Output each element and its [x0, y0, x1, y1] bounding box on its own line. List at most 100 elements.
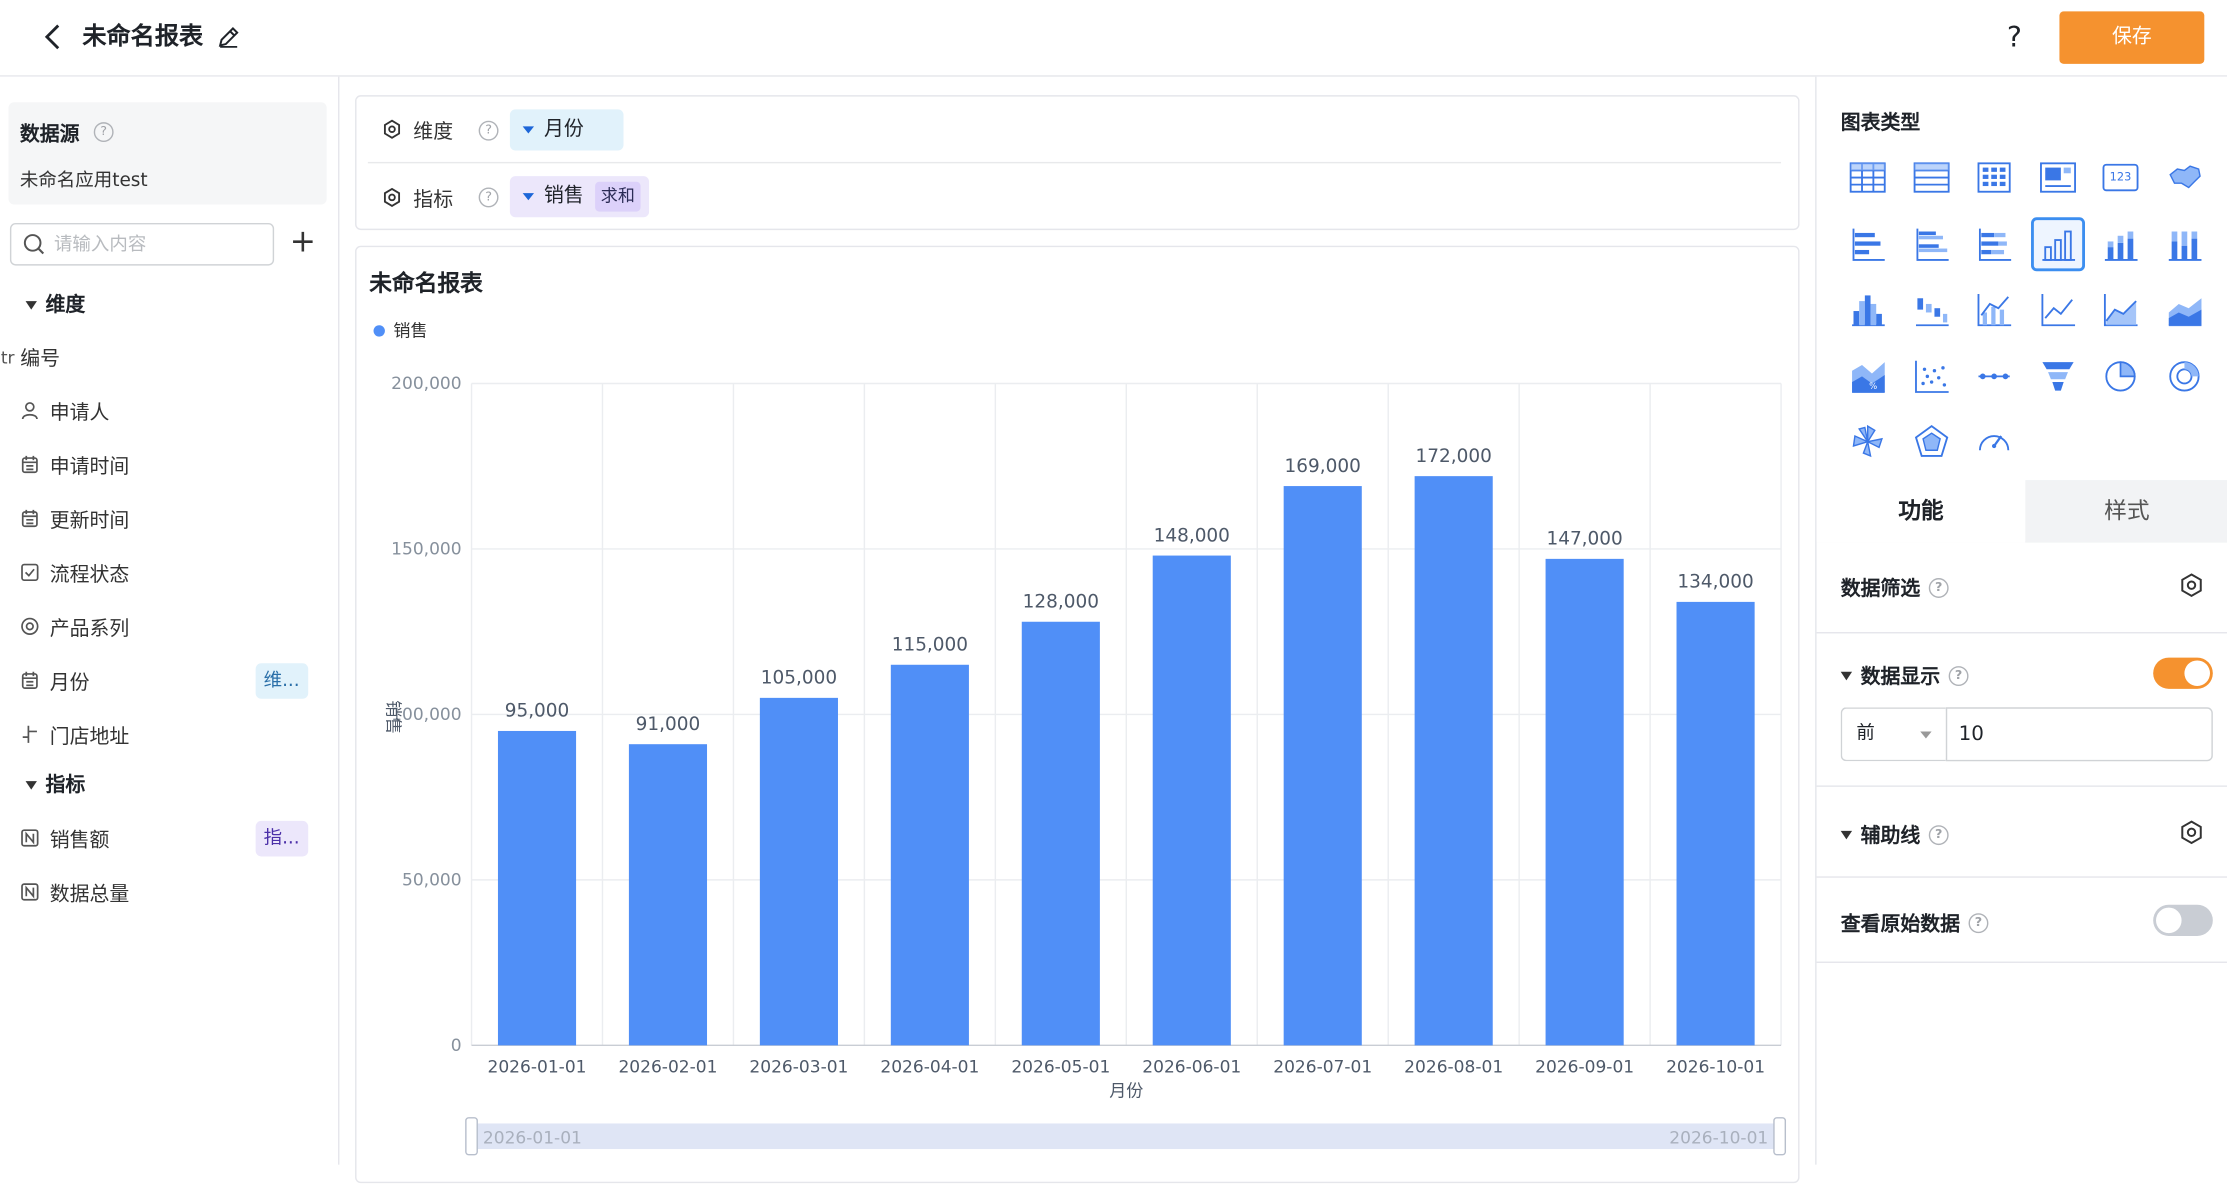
y-tick-label: 100,000 [391, 705, 461, 725]
dimension-pill[interactable]: 月份 [509, 109, 624, 151]
metric-group-header[interactable]: 指标 [25, 770, 86, 798]
x-tick-label: 2026-05-01 [1011, 1057, 1110, 1077]
raw-data-label: 查看原始数据 [1840, 913, 1961, 936]
data-display-header[interactable]: 数据显示? [1840, 662, 1969, 690]
metric-config-label: 指标 [413, 188, 454, 212]
grouped-horizontal-bar-icon[interactable] [1904, 217, 1958, 271]
aggregation-badge[interactable]: 求和 [595, 181, 641, 212]
card-table-icon[interactable] [2030, 151, 2084, 205]
scatter-icon[interactable] [1904, 349, 1958, 403]
field-item[interactable]: 申请人 [20, 395, 325, 429]
x-tick-label: 2026-02-01 [618, 1057, 717, 1077]
horizontal-bar-icon[interactable] [1841, 217, 1895, 271]
waterfall-icon[interactable] [1904, 283, 1958, 337]
histogram-icon[interactable] [1841, 283, 1895, 337]
table-icon[interactable] [1841, 151, 1895, 205]
field-item[interactable]: 流程状态 [20, 557, 325, 591]
question-icon[interactable]: ? [93, 122, 114, 143]
question-icon[interactable]: ? [1968, 913, 1989, 934]
svg-text:123: 123 [2110, 169, 2132, 183]
field-label: 更新时间 [49, 509, 130, 533]
save-button[interactable]: 保存 [2059, 11, 2205, 64]
stacked-horizontal-bar-icon[interactable] [1967, 217, 2021, 271]
bar-line-combo-icon[interactable] [1967, 283, 2021, 337]
dimension-group-header[interactable]: 维度 [25, 290, 85, 318]
back-icon[interactable] [40, 20, 68, 54]
field-type-prefix: Str [0, 347, 15, 368]
collapse-triangle-icon [25, 301, 37, 310]
filter-settings-icon[interactable] [2179, 572, 2205, 603]
metric-group-label: 指标 [45, 774, 86, 797]
chart-legend[interactable]: 销售 [373, 318, 428, 342]
tab-function[interactable]: 功能 [1816, 480, 2026, 543]
search-input[interactable] [53, 230, 268, 259]
dot-line-icon[interactable] [1967, 349, 2021, 403]
question-icon[interactable]: ? [478, 187, 499, 208]
stacked-column-icon[interactable] [2094, 217, 2148, 271]
map-icon[interactable] [2157, 151, 2211, 205]
field-item[interactable]: 销售额 指... [20, 820, 325, 857]
range-slider-handle-left[interactable] [465, 1117, 478, 1156]
field-item[interactable]: 月份 维... [20, 663, 325, 699]
number-type-icon [20, 881, 46, 905]
range-slider-handle-right[interactable] [1773, 1117, 1787, 1156]
top-select[interactable]: 前 [1840, 707, 1946, 762]
field-label: 申请人 [49, 401, 110, 425]
line-chart-icon[interactable] [2030, 283, 2084, 337]
field-item[interactable]: 申请时间 [20, 449, 325, 483]
question-icon[interactable]: ? [1928, 825, 1949, 846]
metric-pill-label: 销售 [543, 184, 584, 208]
radar-chart-icon[interactable] [1904, 415, 1958, 469]
field-item[interactable]: 产品系列 [20, 611, 325, 645]
metric-pill[interactable]: 销售 求和 [509, 176, 650, 218]
dropdown-triangle-icon[interactable] [522, 193, 535, 201]
datasource-label: 数据源 [19, 123, 80, 147]
range-slider-track [472, 1123, 1783, 1150]
stacked-area-icon[interactable] [2157, 283, 2211, 337]
question-icon[interactable]: ? [1928, 578, 1949, 598]
field-item[interactable]: 门店地址 [20, 719, 325, 753]
edit-pencil-icon[interactable] [216, 24, 242, 50]
help-icon[interactable]: ? [2006, 19, 2022, 54]
column-chart-icon[interactable] [2030, 216, 2085, 271]
aux-line-settings-icon[interactable] [2179, 820, 2205, 851]
rose-chart-icon[interactable] [1841, 415, 1895, 469]
chart-card: 未命名报表 销售 0 50,000 100,000 150,000 200,000 95,… [355, 245, 1800, 1184]
tab-style[interactable]: 样式 [2025, 480, 2227, 543]
datasource-name[interactable]: 未命名应用test [19, 170, 148, 192]
funnel-icon[interactable] [2030, 349, 2084, 403]
field-item[interactable]: 数据总量 [20, 876, 325, 910]
raw-data-toggle[interactable] [2153, 904, 2213, 936]
data-display-toggle[interactable] [2153, 657, 2213, 689]
settings-tabs: 功能 样式 [1816, 480, 2227, 543]
add-field-button[interactable]: + [289, 224, 316, 260]
pie-chart-icon[interactable] [2094, 349, 2148, 403]
data-filter-header: 数据筛选? [1841, 574, 1949, 602]
question-icon[interactable]: ? [478, 120, 499, 141]
kpi-number-icon[interactable]: 123 [2094, 151, 2148, 205]
range-slider-end-label: 2026-10-01 [1669, 1128, 1768, 1148]
detail-table-icon[interactable] [1904, 151, 1958, 205]
area-chart-icon[interactable] [2094, 283, 2148, 337]
percent-area-icon[interactable]: % [1841, 349, 1895, 403]
question-icon[interactable]: ? [1948, 666, 1969, 687]
data-label: 172,000 [1416, 446, 1492, 467]
datasource-box: 数据源 ? 未命名应用test [8, 102, 327, 205]
pivot-table-icon[interactable] [1967, 151, 2021, 205]
aux-line-header[interactable]: 辅助线? [1840, 821, 1949, 849]
gauge-icon[interactable] [1967, 415, 2021, 469]
divider [367, 161, 1782, 164]
percent-column-icon[interactable] [2157, 217, 2211, 271]
dropdown-triangle-icon[interactable] [522, 126, 535, 134]
bar [1414, 476, 1493, 1046]
field-panel: 数据源 ? 未命名应用test + 维度 指标 Str 编号申请人申请时间更新时间… [0, 76, 340, 1165]
field-label: 销售额 [49, 829, 110, 853]
donut-chart-icon[interactable] [2157, 349, 2211, 403]
field-item[interactable]: Str 编号 [0, 341, 325, 375]
top-count-input[interactable] [1945, 707, 2213, 762]
user-icon [20, 400, 46, 424]
chart-config-box: 维度 ? 月份 指标 ? 销售 求和 [355, 95, 1800, 231]
data-display-section: 数据显示? [1816, 633, 2227, 787]
field-label: 申请时间 [49, 455, 130, 479]
field-item[interactable]: 更新时间 [20, 503, 325, 537]
